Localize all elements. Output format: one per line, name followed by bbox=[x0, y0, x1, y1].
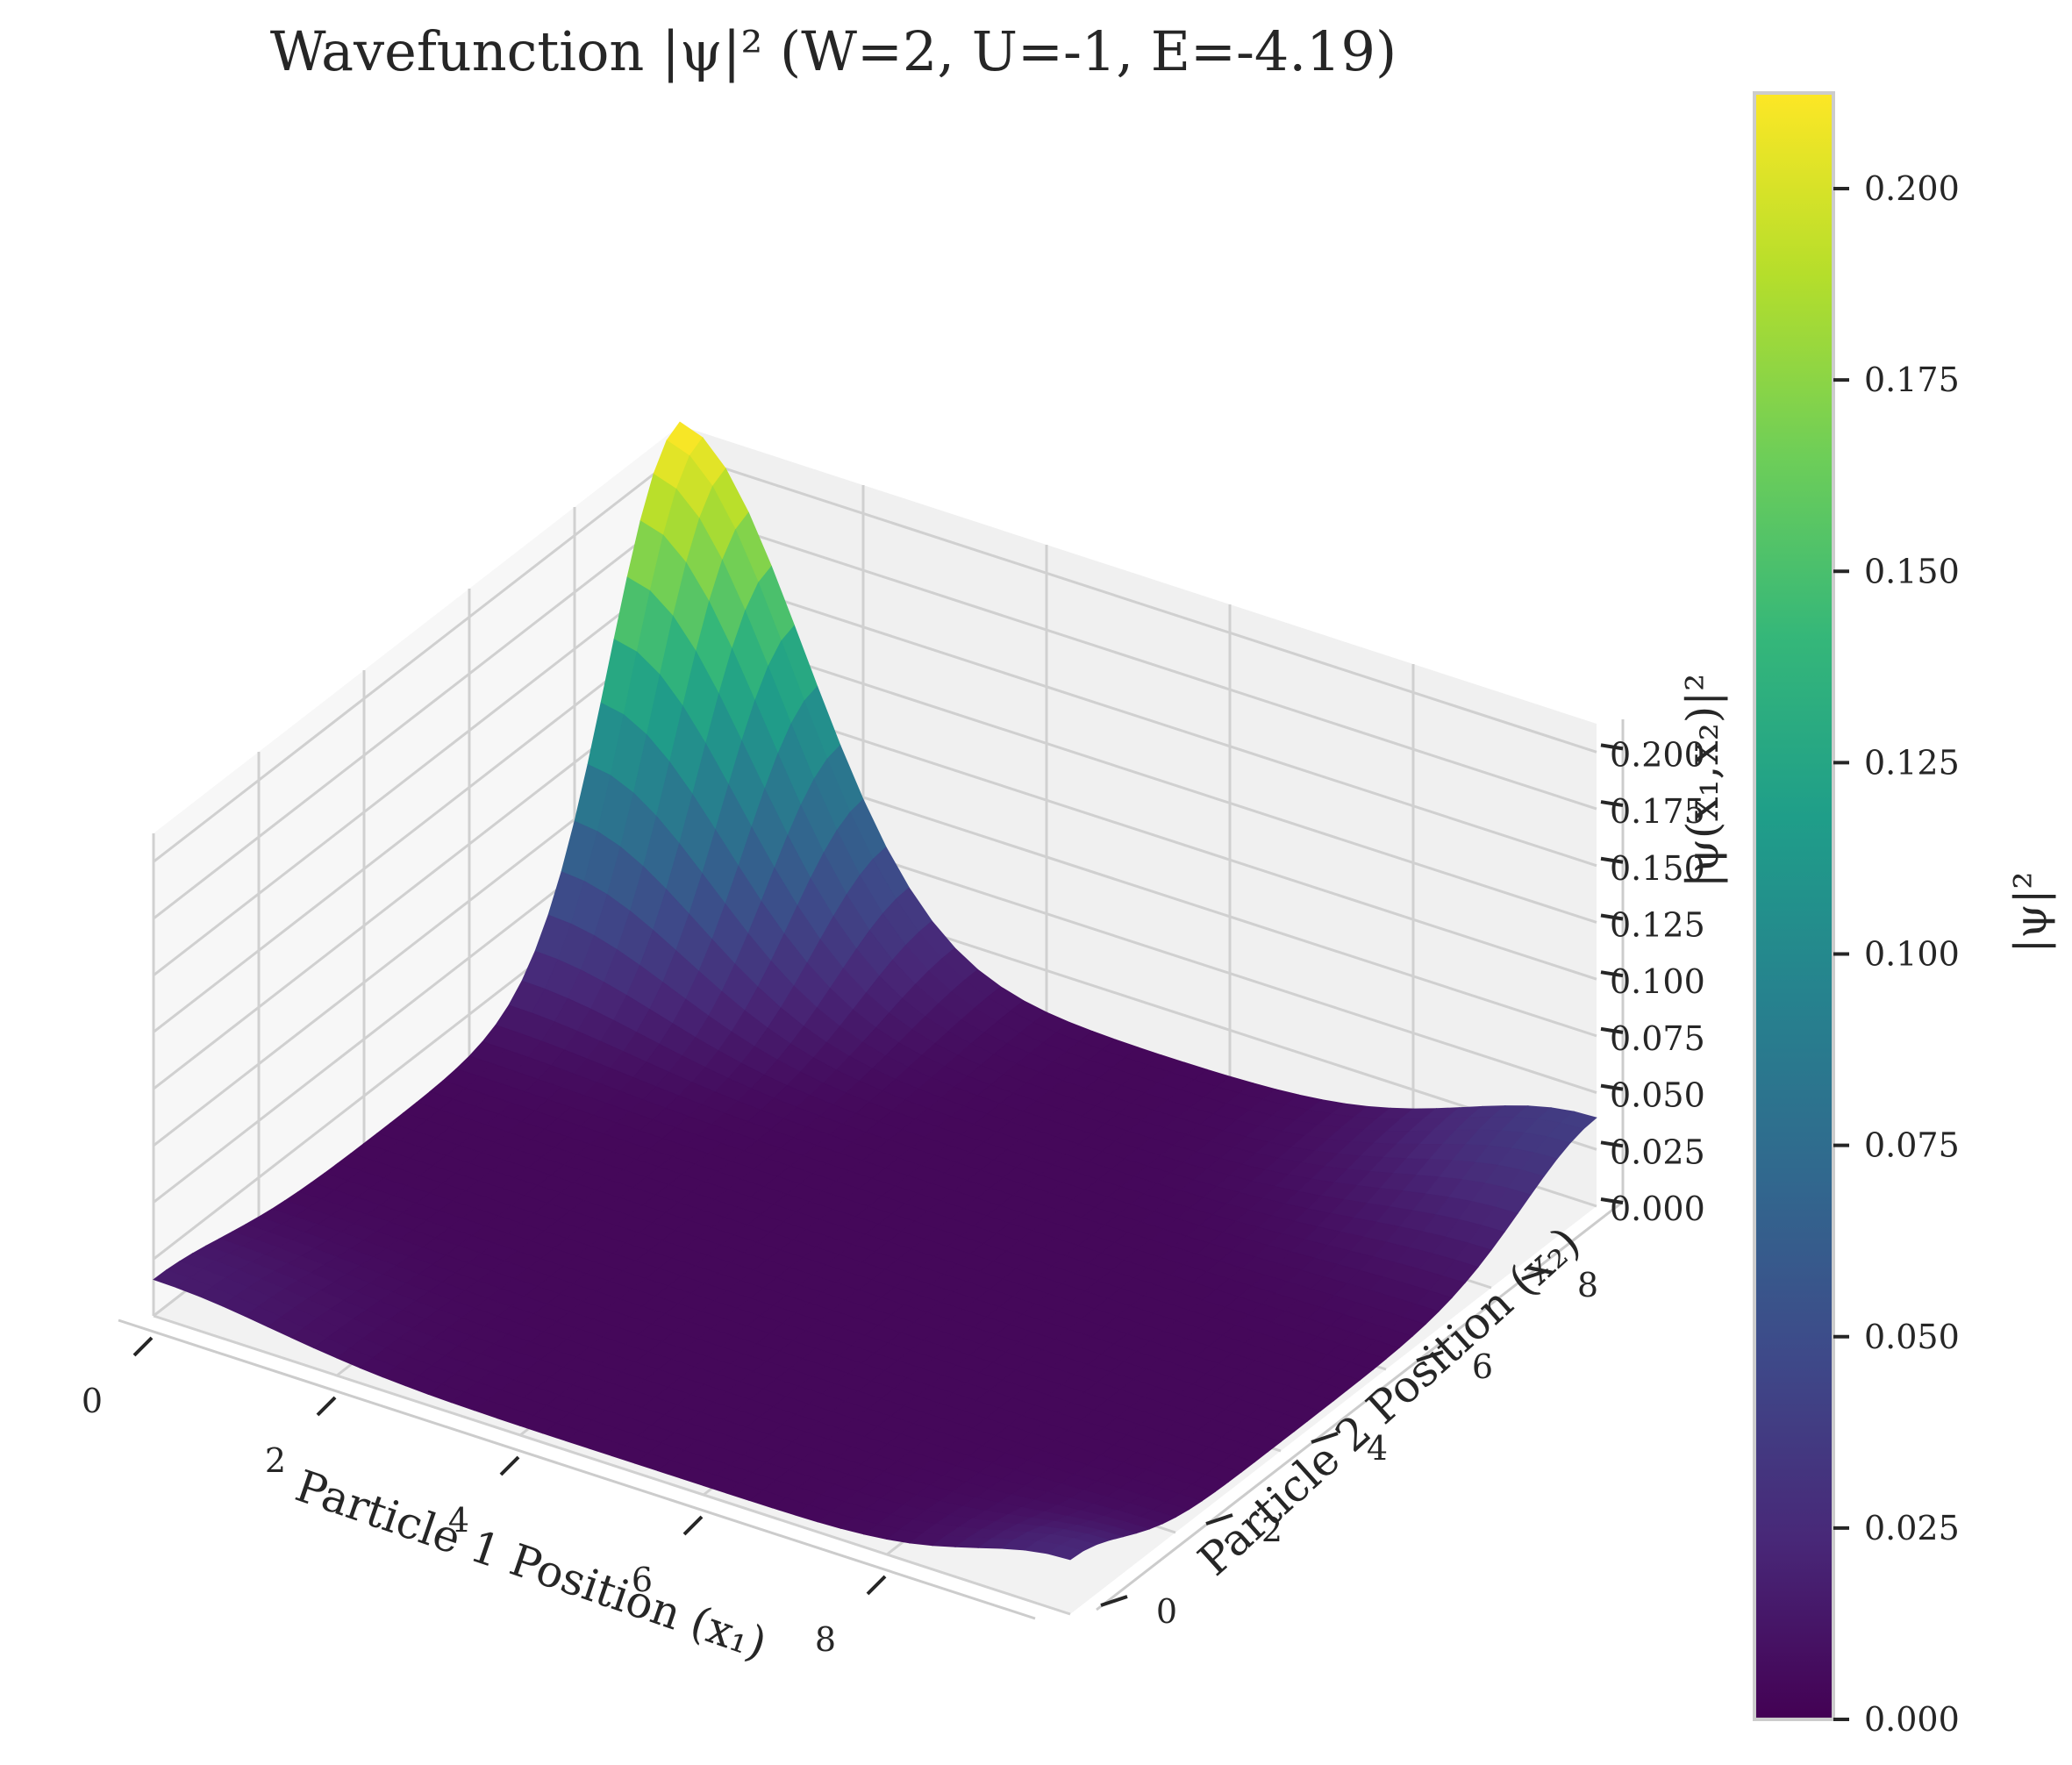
grid-line-z-back bbox=[679, 623, 1597, 924]
grid-line-z-left bbox=[153, 566, 681, 976]
z-tick-label: 0.125 bbox=[1610, 905, 1705, 944]
grid-line-z-back bbox=[679, 452, 1597, 754]
wavefunction-surface bbox=[153, 421, 1597, 1561]
colorbar-tick-label: 0.000 bbox=[1864, 1700, 1960, 1739]
y-tick bbox=[1521, 1268, 1549, 1281]
colorbar bbox=[1753, 91, 1835, 1721]
x-tick-label: 8 bbox=[815, 1620, 836, 1659]
y-tick-label: 6 bbox=[1472, 1347, 1493, 1386]
back-wall-pane bbox=[680, 425, 1597, 1206]
grid-line-z-back bbox=[679, 509, 1597, 811]
z-axis-label: |ψ(x₁,x₂)|² bbox=[1677, 674, 1728, 888]
x-axis-line bbox=[118, 1318, 1036, 1620]
colorbar-tick-label: 0.100 bbox=[1864, 935, 1960, 974]
colorbar-tick-label: 0.200 bbox=[1864, 169, 1960, 208]
x-tick bbox=[132, 1336, 154, 1357]
y-tick bbox=[1205, 1513, 1233, 1526]
grid-line-z-left bbox=[153, 623, 681, 1033]
y-tick-label: 2 bbox=[1261, 1511, 1282, 1549]
left-wall-pane bbox=[154, 425, 680, 1316]
colorbar-tick-label: 0.025 bbox=[1864, 1509, 1960, 1547]
x-tick bbox=[866, 1575, 887, 1596]
z-tick bbox=[1600, 1083, 1624, 1091]
grid-line-z-left bbox=[153, 453, 681, 863]
x-tick-label: 2 bbox=[265, 1441, 286, 1480]
y-tick bbox=[1100, 1595, 1128, 1607]
axis-ticks: 0 2 4 6 8 0 2 4 6 8 0.000 0.025 0.050 0.075 0.100 0.125… bbox=[82, 719, 1705, 1659]
x-tick-label: 6 bbox=[632, 1561, 653, 1599]
y-tick-label: 4 bbox=[1367, 1429, 1388, 1468]
colorbar-tick-label: 0.125 bbox=[1864, 743, 1960, 782]
x-tick bbox=[499, 1455, 520, 1476]
colorbar-label: |ψ|² bbox=[2005, 872, 2056, 954]
colorbar-tick-label: 0.150 bbox=[1864, 552, 1960, 590]
colorbar-tick-label: 0.050 bbox=[1864, 1318, 1960, 1356]
z-tick-label: 0.025 bbox=[1610, 1133, 1705, 1171]
chart-title: Wavefunction |ψ|² (W=2, U=-1, E=-4.19) bbox=[270, 19, 1397, 83]
y-axis-line bbox=[1096, 1200, 1624, 1611]
y-tick bbox=[1311, 1432, 1339, 1444]
z-tick-label: 0.075 bbox=[1610, 1019, 1705, 1058]
z-tick-label: 0.100 bbox=[1610, 962, 1705, 1001]
x-tick-label: 0 bbox=[82, 1382, 103, 1420]
z-tick bbox=[1600, 743, 1624, 751]
z-tick-label: 0.000 bbox=[1610, 1190, 1705, 1228]
y-tick-label: 8 bbox=[1577, 1266, 1598, 1304]
grid-line-z-back bbox=[679, 566, 1597, 868]
z-tick-label: 0.050 bbox=[1610, 1076, 1705, 1115]
z-tick bbox=[1600, 913, 1624, 921]
grid-line-x2 bbox=[153, 1314, 1071, 1616]
z-tick-label: 0.150 bbox=[1610, 849, 1705, 888]
grid-line-z-left bbox=[153, 509, 681, 920]
colorbar-tick-label: 0.075 bbox=[1864, 1126, 1960, 1165]
colorbar-ticks: 0.000 0.025 0.050 0.075 0.100 0.125 0.150 0.175… bbox=[1833, 169, 1960, 1739]
y-tick-label: 0 bbox=[1156, 1592, 1177, 1631]
x-tick bbox=[682, 1515, 704, 1536]
z-tick-label: 0.200 bbox=[1610, 735, 1705, 774]
z-tick bbox=[1600, 1026, 1624, 1034]
surface-cell bbox=[1046, 1544, 1084, 1561]
colorbar-tick-label: 0.175 bbox=[1864, 361, 1960, 399]
z-tick bbox=[1600, 856, 1624, 864]
z-tick bbox=[1600, 1140, 1624, 1148]
z-tick bbox=[1600, 800, 1624, 808]
x-tick bbox=[316, 1396, 337, 1417]
z-tick-label: 0.175 bbox=[1610, 792, 1705, 831]
z-tick bbox=[1600, 970, 1624, 978]
z-tick bbox=[1600, 1197, 1624, 1204]
x-tick-label: 4 bbox=[448, 1501, 469, 1540]
y-tick bbox=[1416, 1350, 1444, 1362]
